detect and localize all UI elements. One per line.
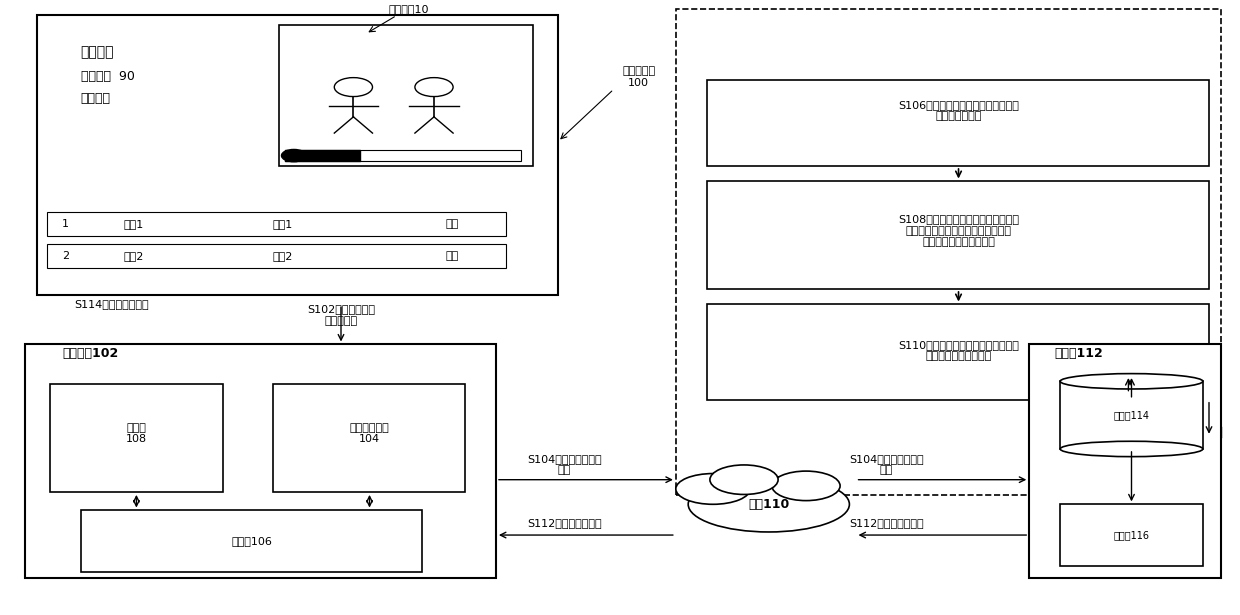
Text: 1: 1: [62, 220, 69, 229]
Text: 结果2: 结果2: [273, 252, 293, 261]
Ellipse shape: [1060, 442, 1203, 456]
Ellipse shape: [676, 474, 750, 504]
Bar: [50, 384, 223, 492]
Text: 网络110: 网络110: [748, 498, 790, 511]
Bar: [279, 25, 533, 166]
Bar: [1060, 504, 1203, 566]
Ellipse shape: [688, 477, 849, 532]
Bar: [47, 244, 506, 268]
Text: S104，发送目标录制
视频: S104，发送目标录制 视频: [527, 453, 601, 475]
Text: 质检报告: 质检报告: [81, 46, 114, 59]
Text: 详情: 详情: [445, 252, 459, 261]
Text: 人机交互屏幕
104: 人机交互屏幕 104: [350, 423, 389, 445]
Text: 名称2: 名称2: [124, 252, 144, 261]
Bar: [707, 80, 1209, 166]
Circle shape: [281, 149, 306, 162]
Text: S102，待质检的目
标录制视频: S102，待质检的目 标录制视频: [308, 304, 374, 326]
Bar: [37, 15, 558, 295]
Text: 质检分数  90: 质检分数 90: [81, 70, 134, 84]
Text: S112，发送质检报告: S112，发送质检报告: [527, 518, 601, 528]
Bar: [47, 212, 506, 236]
Bar: [1029, 344, 1221, 578]
Bar: [676, 9, 1221, 495]
Text: S110，根据校验结果生成与目标录制
视频相匹配的质检报告: S110，根据校验结果生成与目标录制 视频相匹配的质检报告: [898, 339, 1019, 362]
Text: 客户端界面
100: 客户端界面 100: [622, 66, 655, 88]
Bar: [707, 181, 1209, 289]
Bar: [1060, 381, 1203, 449]
Text: 目标对象10: 目标对象10: [389, 4, 429, 14]
Bar: [81, 510, 422, 572]
Text: 详情: 详情: [445, 220, 459, 229]
Text: S108，根据目标音频及目标图像，确
定对与目标业务相匹配的业务参数集
进行校验得到的校验结果: S108，根据目标音频及目标图像，确 定对与目标业务相匹配的业务参数集 进行校验…: [898, 214, 1019, 247]
Text: 用户设备102: 用户设备102: [62, 347, 118, 360]
Ellipse shape: [709, 465, 779, 494]
Bar: [273, 384, 465, 492]
Text: 服务器112: 服务器112: [1054, 347, 1102, 360]
Bar: [707, 304, 1209, 400]
Text: 数据库114: 数据库114: [1114, 410, 1149, 420]
Text: 存储器
108: 存储器 108: [125, 423, 148, 445]
Text: 结果1: 结果1: [273, 220, 293, 229]
Bar: [285, 150, 521, 161]
Ellipse shape: [771, 471, 841, 501]
Text: S106，从目标录制视频中分离出目标
音频及目标图像: S106，从目标录制视频中分离出目标 音频及目标图像: [898, 100, 1019, 122]
Text: 名称1: 名称1: [124, 220, 144, 229]
Text: S104，发送目标录制
视频: S104，发送目标录制 视频: [849, 453, 924, 475]
Text: 2: 2: [62, 252, 69, 261]
Text: 详情列表: 详情列表: [81, 92, 110, 105]
Text: 处理器116: 处理器116: [1114, 530, 1149, 540]
Text: S114，展示质检报告: S114，展示质检报告: [74, 300, 149, 309]
Ellipse shape: [1060, 374, 1203, 389]
Bar: [25, 344, 496, 578]
Text: S112，发送质检报告: S112，发送质检报告: [849, 518, 924, 528]
Text: 处理器106: 处理器106: [232, 536, 272, 546]
